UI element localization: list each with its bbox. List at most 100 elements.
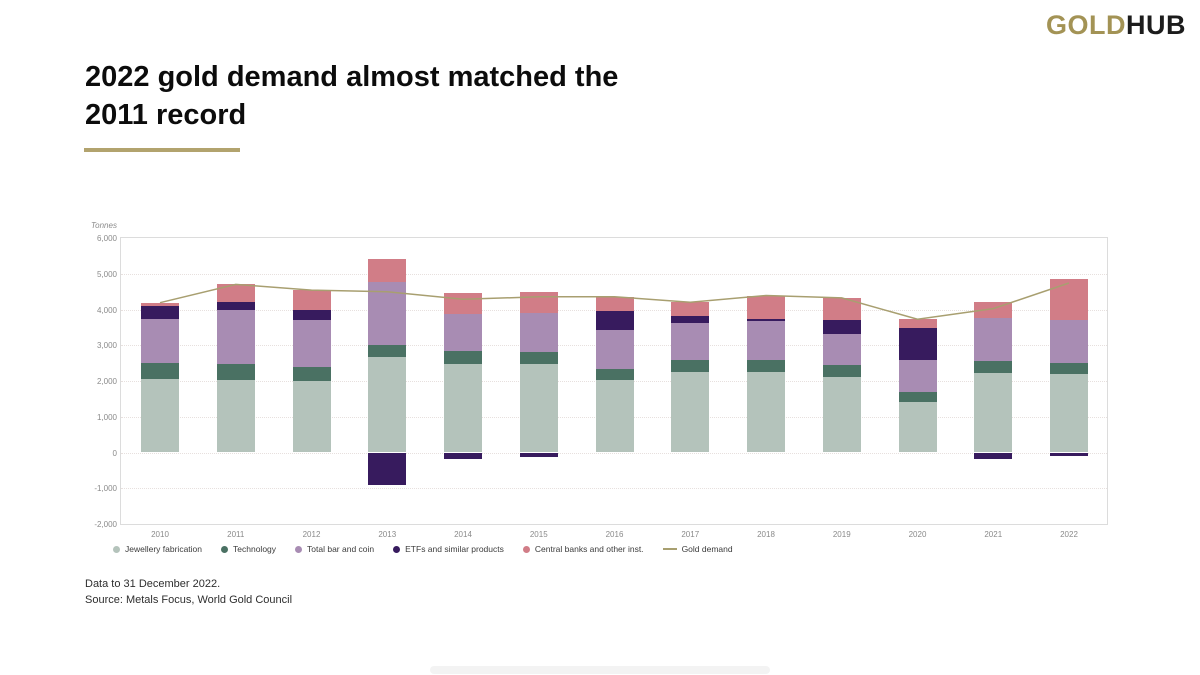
legend-swatch-icon: [295, 545, 303, 553]
bar-segment-technology: [595, 368, 634, 381]
bar-segment-central-banks-and-other-inst: [822, 297, 861, 320]
legend-item-total-bar-and-coin: Total bar and coin: [295, 544, 374, 554]
bar-segment-total-bar-and-coin: [292, 320, 331, 367]
bar-segment-jewellery-fabrication: [141, 379, 179, 453]
bar-segment-technology: [368, 344, 407, 358]
bar-segment-jewellery-fabrication: [747, 372, 785, 453]
legend-swatch-icon: [221, 545, 229, 553]
bar-segment-central-banks-and-other-inst: [216, 284, 255, 302]
bar-segment-jewellery-fabrication: [368, 357, 407, 453]
bar-segment-total-bar-and-coin: [974, 318, 1013, 362]
bar-segment-jewellery-fabrication: [1050, 374, 1088, 453]
y-axis-tick-label: 3,000: [96, 341, 117, 351]
bar-segment-technology: [216, 364, 255, 380]
x-axis-tick-label: 2013: [378, 530, 397, 539]
x-axis-tick-label: 2021: [984, 530, 1003, 539]
y-axis-tick-label: -2,000: [94, 520, 117, 529]
page-title-line2: 2011 record: [85, 99, 247, 131]
x-axis-tick-label: 2010: [151, 530, 169, 539]
bar-segment-total-bar-and-coin: [747, 321, 785, 361]
bar-segment-total-bar-and-coin: [1050, 319, 1088, 364]
x-axis-tick-label: 2017: [681, 530, 700, 539]
bar-segment-total-bar-and-coin: [216, 310, 255, 365]
legend-label: Jewellery fabrication: [125, 544, 203, 554]
y-axis-tick-label: 1,000: [96, 412, 117, 422]
bar-segment-etfs-and-similar-products: [444, 452, 482, 460]
bar-segment-technology: [444, 351, 482, 364]
bar-segment-total-bar-and-coin: [368, 281, 407, 345]
bar-segment-total-bar-and-coin: [519, 312, 558, 352]
y-axis-unit-label: Tonnes: [91, 221, 117, 230]
y-axis-tick-label: 5,000: [96, 269, 117, 279]
bar-segment-total-bar-and-coin: [141, 319, 179, 363]
x-axis-tick-label: 2014: [454, 530, 472, 539]
bar-segment-technology: [141, 362, 179, 380]
y-axis-tick-label: 2,000: [96, 377, 117, 386]
bar-segment-technology: [974, 361, 1013, 373]
title-underline-rule: [84, 148, 240, 152]
bar-segment-central-banks-and-other-inst: [519, 292, 558, 313]
logo-hub-text: HUB: [1126, 10, 1186, 40]
bar-segment-etfs-and-similar-products: [1050, 452, 1088, 457]
legend-item-central-banks-and-other-inst: Central banks and other inst.: [522, 544, 644, 554]
y-axis-tick-label: 6,000: [96, 234, 117, 243]
bar-segment-etfs-and-similar-products: [898, 328, 937, 360]
bar-segment-technology: [671, 359, 710, 372]
bar-segment-jewellery-fabrication: [519, 363, 558, 453]
bar-segment-jewellery-fabrication: [595, 380, 634, 453]
legend-label: Central banks and other inst.: [534, 544, 644, 554]
x-axis-tick-label: 2012: [302, 530, 321, 539]
bar-segment-jewellery-fabrication: [974, 372, 1013, 453]
legend-item-etfs-and-similar-products: ETFs and similar products: [393, 544, 504, 554]
gold-demand-chart-plot-area: Tonnes 6,000 5,000 4,000 3,000 2,000 1,000 0 -1…: [91, 221, 1108, 554]
video-scrubber-bar[interactable]: [430, 666, 770, 674]
bar-segment-etfs-and-similar-products: [747, 318, 785, 322]
bar-segment-central-banks-and-other-inst: [1050, 279, 1088, 320]
x-axis-tick-label: 2019: [832, 530, 851, 539]
legend-swatch-icon: [113, 545, 120, 553]
bar-segment-jewellery-fabrication: [292, 381, 331, 453]
bar-segment-etfs-and-similar-products: [974, 452, 1013, 460]
bar-segment-jewellery-fabrication: [822, 376, 861, 453]
bar-segment-technology: [898, 391, 937, 403]
legend-item-jewellery-fabrication: Jewellery fabrication: [113, 544, 202, 554]
legend-swatch-icon: [662, 548, 677, 550]
footnote-source: Source: Metals Focus, World Gold Council: [85, 594, 293, 606]
bar-segment-total-bar-and-coin: [595, 330, 634, 369]
bar-segment-jewellery-fabrication: [898, 402, 937, 453]
legend-item-gold-demand: Gold demand: [662, 544, 733, 554]
chart-legend: Jewellery fabrication Technology Total bar…: [113, 544, 733, 554]
page-title: 2022 gold demand almost matched the 2011…: [85, 58, 618, 134]
y-axis-tick-label: 0: [112, 448, 117, 458]
bar-segment-technology: [292, 366, 331, 382]
x-axis-tick-label: 2011: [227, 530, 245, 539]
logo-gold-text: GOLD: [1046, 10, 1126, 40]
x-axis-tick-label: 2016: [605, 530, 624, 539]
x-axis-tick-label: 2020: [908, 530, 927, 539]
bar-segment-jewellery-fabrication: [216, 379, 255, 453]
goldhub-logo: GOLDHUB: [1046, 10, 1186, 41]
bar-segment-central-banks-and-other-inst: [747, 295, 785, 319]
bar-segment-technology: [822, 364, 861, 377]
bar-segment-central-banks-and-other-inst: [444, 292, 482, 314]
bar-segment-central-banks-and-other-inst: [595, 296, 634, 311]
bar-segment-technology: [1050, 363, 1088, 375]
bar-segment-jewellery-fabrication: [671, 371, 710, 453]
bar-segment-central-banks-and-other-inst: [671, 302, 710, 316]
bar-segment-central-banks-and-other-inst: [974, 301, 1013, 319]
gridline: [121, 273, 1107, 275]
legend-swatch-icon: [522, 545, 530, 553]
legend-item-technology: Technology: [221, 544, 276, 554]
bar-segment-central-banks-and-other-inst: [292, 290, 331, 311]
bar-segment-total-bar-and-coin: [444, 313, 482, 352]
bar-segment-etfs-and-similar-products: [141, 305, 179, 320]
gridline: [121, 488, 1107, 490]
bar-segment-etfs-and-similar-products: [671, 315, 710, 324]
gridline: [121, 452, 1107, 454]
y-axis-tick-label: 4,000: [96, 305, 117, 315]
bar-segment-jewellery-fabrication: [444, 363, 482, 453]
x-axis-tick-label: 2015: [529, 530, 548, 539]
bar-segment-etfs-and-similar-products: [292, 310, 331, 321]
bar-segment-central-banks-and-other-inst: [898, 319, 937, 329]
